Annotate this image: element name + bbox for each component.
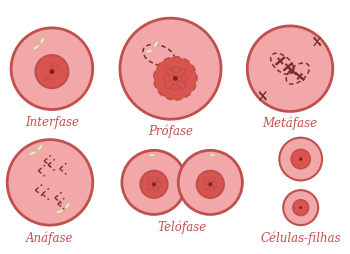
Circle shape [35, 56, 69, 89]
Text: Telófase: Telófase [158, 219, 207, 233]
Circle shape [279, 138, 322, 181]
Circle shape [299, 207, 302, 209]
Circle shape [152, 183, 156, 186]
Ellipse shape [33, 45, 40, 51]
Ellipse shape [56, 210, 63, 214]
Circle shape [154, 58, 197, 100]
Ellipse shape [149, 154, 155, 157]
Circle shape [293, 200, 309, 216]
Text: Prófase: Prófase [148, 124, 193, 137]
Circle shape [299, 158, 302, 161]
Ellipse shape [40, 38, 44, 45]
Circle shape [11, 29, 93, 110]
Circle shape [208, 183, 212, 186]
Circle shape [178, 151, 243, 215]
Ellipse shape [29, 152, 36, 156]
Text: Interfase: Interfase [25, 115, 79, 128]
Circle shape [49, 70, 54, 75]
Circle shape [291, 150, 310, 169]
Text: Células-filhas: Células-filhas [260, 230, 341, 244]
Circle shape [247, 27, 333, 112]
Ellipse shape [314, 41, 321, 44]
Ellipse shape [38, 145, 43, 151]
Ellipse shape [145, 50, 153, 54]
Ellipse shape [153, 42, 159, 49]
Text: Metáfase: Metáfase [262, 116, 317, 129]
Circle shape [140, 171, 168, 198]
Text: Anáfase: Anáfase [26, 230, 74, 244]
Ellipse shape [65, 203, 70, 209]
Circle shape [122, 151, 186, 215]
Ellipse shape [209, 154, 216, 157]
Circle shape [283, 190, 318, 225]
Circle shape [197, 171, 224, 198]
Circle shape [173, 77, 178, 82]
Circle shape [120, 19, 221, 120]
Circle shape [7, 140, 93, 225]
Ellipse shape [259, 95, 266, 98]
